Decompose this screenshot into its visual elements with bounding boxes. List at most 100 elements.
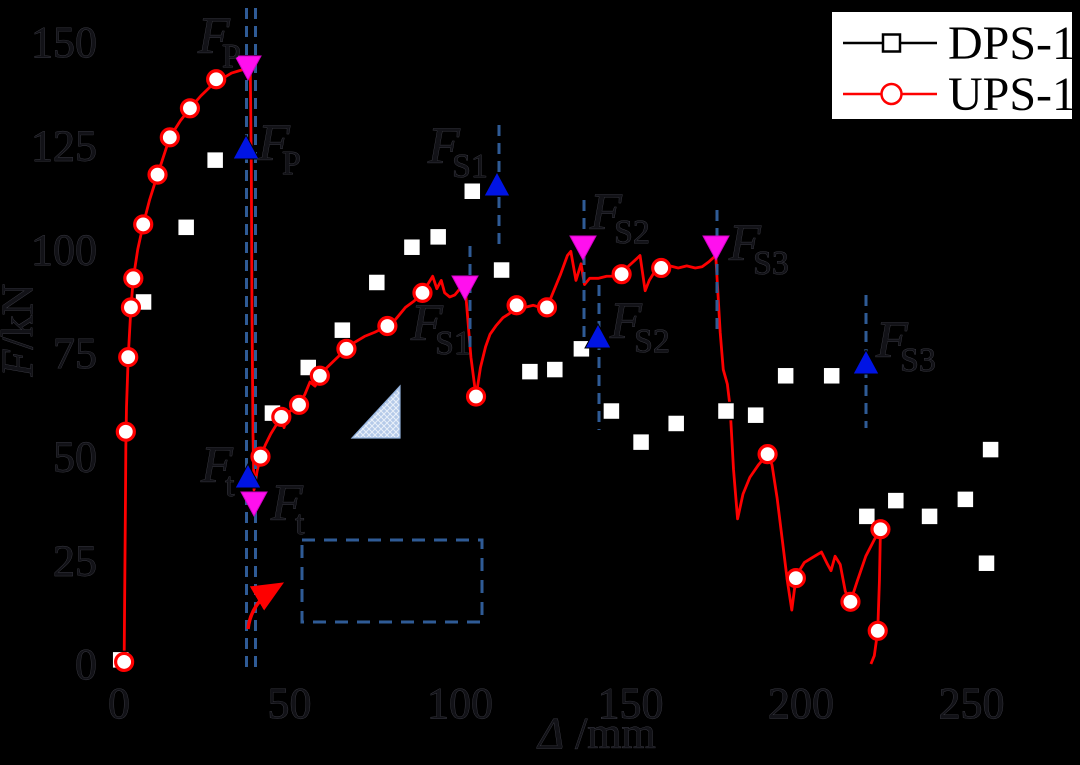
slope-indicator-triangle xyxy=(350,384,401,439)
dps1-square-marker xyxy=(176,218,196,237)
y-tick-label: 75 xyxy=(53,329,97,378)
dps1-square-marker xyxy=(333,320,352,340)
x-axis-title: Δ /mm xyxy=(536,709,656,758)
ups1-circle-marker xyxy=(159,127,180,148)
legend-entry-label: UPS-1 xyxy=(948,68,1076,121)
ups1-circle-marker xyxy=(867,620,888,641)
dps1-square-marker xyxy=(822,366,841,386)
dps1-square-marker xyxy=(956,490,975,509)
dps1-square-marker xyxy=(920,507,939,526)
x-tick-label: 200 xyxy=(768,679,834,728)
event-label: F xyxy=(197,8,231,65)
ups1-circle-marker xyxy=(147,164,168,185)
dps1-square-marker xyxy=(746,405,765,425)
event-label: F xyxy=(270,475,304,532)
dps1-square-marker xyxy=(886,491,906,510)
dps1-square-marker xyxy=(572,339,591,359)
ups1-circle-marker xyxy=(506,295,527,316)
event-label-subscript: t xyxy=(225,467,235,504)
event-label-subscript: S3 xyxy=(753,245,789,282)
x-tick-label: 0 xyxy=(108,679,130,728)
ups1-event-triangle-down xyxy=(240,491,268,518)
event-label: F xyxy=(609,293,643,350)
ups1-circle-marker xyxy=(757,444,778,465)
dps1-square-marker xyxy=(367,273,387,292)
ups1-circle-marker xyxy=(412,282,433,303)
callout-dashed-rect xyxy=(300,538,484,624)
legend-circle-marker xyxy=(880,82,903,106)
event-label-subscript: t xyxy=(295,505,305,542)
ups1-circle-marker xyxy=(309,365,330,386)
dps1-square-marker xyxy=(666,414,686,433)
ups1-circle-marker xyxy=(336,338,357,359)
ups1-circle-marker xyxy=(114,651,135,673)
ups1-circle-marker xyxy=(120,297,142,318)
ups1-event-triangle-down xyxy=(451,275,479,302)
dps1-square-marker xyxy=(602,401,621,421)
ups1-circle-marker xyxy=(133,214,154,235)
ups1-circle-marker xyxy=(651,257,672,279)
y-tick-label: 50 xyxy=(53,433,97,482)
event-label: F xyxy=(427,118,461,175)
ups1-circle-marker xyxy=(123,268,144,289)
event-label-subscript: S2 xyxy=(634,323,670,360)
x-tick-label: 150 xyxy=(598,679,664,728)
ups1-circle-marker xyxy=(465,386,487,407)
y-tick-label: 125 xyxy=(31,122,97,171)
x-tick-label: 250 xyxy=(939,679,1005,728)
event-label-subscript: S1 xyxy=(435,325,471,362)
dps1-square-marker xyxy=(716,401,736,421)
ups1-event-triangle-down xyxy=(702,235,730,262)
event-label-subscript: S2 xyxy=(614,214,650,251)
event-label: F xyxy=(875,312,909,369)
ups1-circle-marker xyxy=(250,446,271,467)
dps1-square-marker xyxy=(776,366,795,386)
dps1-square-marker xyxy=(981,440,1000,459)
dps1-line xyxy=(119,156,992,660)
ups1-circle-marker xyxy=(870,519,891,540)
callout-arrow xyxy=(246,582,285,630)
ups1-circle-marker xyxy=(118,347,139,368)
legend-square-marker xyxy=(881,33,902,53)
ups1-circle-marker xyxy=(785,568,806,589)
ups1-circle-marker xyxy=(377,315,398,337)
event-label-subscript: S3 xyxy=(900,342,936,379)
dps1-event-triangle-up xyxy=(483,170,511,197)
ups1-circle-marker xyxy=(288,394,310,415)
dps1-square-marker xyxy=(205,150,225,170)
event-label-subscript: S1 xyxy=(452,148,488,185)
event-label: F xyxy=(257,115,291,172)
y-tick-label: 150 xyxy=(31,18,97,67)
y-tick-label: 0 xyxy=(75,640,97,689)
event-label: F xyxy=(410,295,444,352)
ups1-circle-marker xyxy=(115,421,136,442)
dps1-square-marker xyxy=(857,507,877,526)
dps1-square-marker xyxy=(977,553,996,573)
ups1-circle-marker xyxy=(840,591,861,612)
dps1-square-marker xyxy=(545,360,565,379)
event-label: F xyxy=(589,184,623,241)
ups1-circle-marker xyxy=(206,69,227,90)
event-label: F xyxy=(728,215,762,272)
dps1-square-marker xyxy=(463,181,482,201)
y-axis-title: F/kN xyxy=(0,284,42,378)
ups1-circle-marker xyxy=(536,297,558,318)
dps1-square-marker xyxy=(428,227,448,247)
y-tick-label: 25 xyxy=(53,536,97,585)
event-label: F xyxy=(200,437,234,494)
dps1-event-triangle-up xyxy=(852,348,880,375)
ups1-line xyxy=(122,67,882,665)
x-tick-label: 100 xyxy=(427,679,493,728)
dps1-event-triangle-up xyxy=(232,133,260,160)
dps1-event-triangle-up xyxy=(234,462,262,489)
dps1-square-marker xyxy=(631,432,651,452)
legend-box xyxy=(832,12,1072,119)
ups1-event-triangle-down xyxy=(234,55,262,82)
dps1-event-triangle-up xyxy=(584,322,612,349)
ups1-circle-marker xyxy=(611,264,632,285)
legend-entry-label: DPS-1 xyxy=(948,17,1076,70)
ups1-event-triangle-down xyxy=(569,235,597,262)
dps1-square-marker xyxy=(492,260,511,280)
